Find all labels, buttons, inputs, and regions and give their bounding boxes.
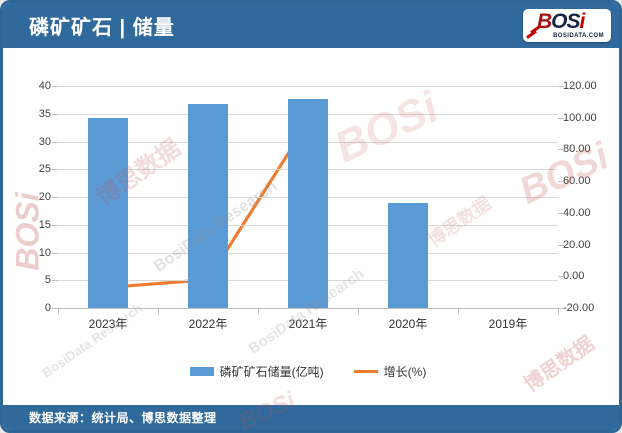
y-axis-tick-left (52, 113, 58, 115)
chart-area: 磷矿矿石储量(亿吨) 增长(%) 0 5 10 15 20 25 30 35 40 -20.00 0… (3, 48, 619, 408)
y-axis-tick-right (558, 117, 564, 119)
y-axis-label-right: 60.00 (563, 175, 591, 188)
y-axis-label-left: 25 (38, 163, 51, 176)
y-axis-label-right: -20.00 (563, 302, 595, 314)
bar-series-swatch (189, 366, 214, 376)
gridline (58, 86, 558, 87)
y-axis-tick-right (558, 308, 564, 309)
header: 磷矿矿石 | 储量 BOSi BOSIDATA.COM (3, 3, 619, 48)
bar-2021年 (288, 99, 328, 308)
y-axis-tick-right (558, 86, 564, 87)
legend-label-growth: 增长(%) (383, 364, 427, 379)
bosi-logo-domain: BOSIDATA.COM (553, 33, 604, 39)
y-axis-tick-right (558, 276, 564, 278)
bar-2023年 (88, 118, 128, 308)
y-axis-tick-right (558, 244, 564, 246)
x-axis-label: 2020年 (388, 317, 428, 331)
x-axis-tick (258, 309, 259, 314)
bar-2022年 (188, 103, 228, 308)
x-axis-label: 2023年 (88, 317, 128, 331)
y-axis-tick-left (52, 141, 58, 143)
legend: 磷矿矿石储量(亿吨) 增长(%) (58, 361, 558, 381)
x-axis-tick (558, 309, 559, 314)
y-axis-tick-left (52, 308, 58, 309)
y-axis-label-left: 15 (38, 218, 51, 231)
y-axis-label-left: 0 (44, 302, 51, 314)
line-series-swatch (353, 369, 378, 373)
x-axis-tick (58, 309, 59, 314)
x-axis-tick (158, 309, 159, 314)
bosi-logo: BOSi BOSIDATA.COM (523, 9, 611, 42)
data-source-note: 数据来源：统计局、博思数据整理 (29, 411, 217, 425)
x-axis-label: 2021年 (288, 317, 328, 331)
y-axis-tick-right (558, 181, 564, 183)
x-axis-line (58, 308, 558, 309)
y-axis-tick-left (52, 86, 58, 87)
bosi-logo-text: BOSi (537, 10, 585, 33)
y-axis-label-left: 20 (38, 191, 51, 203)
y-axis-tick-left (52, 280, 58, 282)
x-axis-label: 2019年 (488, 317, 528, 331)
y-axis-label-right: 0.00 (563, 270, 585, 283)
y-axis-label-left: 10 (38, 246, 51, 259)
bar-2020年 (388, 202, 428, 308)
y-axis-label-right: 40.00 (563, 206, 591, 219)
y-axis-label-left: 30 (38, 135, 51, 148)
y-axis-tick-left (52, 197, 58, 198)
x-axis-label: 2022年 (188, 317, 228, 331)
y-axis-label-right: 80.00 (563, 143, 591, 156)
y-axis-tick-left (52, 252, 58, 254)
y-axis-label-right: 120.00 (563, 80, 597, 92)
y-axis-tick-right (558, 149, 564, 151)
y-axis-tick-left (52, 224, 58, 226)
y-axis-label-right: 100.00 (563, 111, 597, 124)
y-axis-tick-left (52, 169, 58, 171)
y-axis-label-left: 40 (38, 80, 51, 92)
y-axis-label-left: 35 (38, 107, 51, 120)
x-axis-tick (358, 309, 359, 314)
page-title: 磷矿矿石 | 储量 (29, 17, 175, 39)
y-axis-tick-right (558, 212, 564, 214)
footer: 数据来源：统计局、博思数据整理 (3, 405, 619, 430)
legend-label-reserves: 磷矿矿石储量(亿吨) (219, 364, 324, 379)
legend-item-growth: 增长(%) (353, 363, 427, 380)
x-axis-tick (458, 309, 459, 314)
legend-item-reserves: 磷矿矿石储量(亿吨) (189, 363, 324, 380)
y-axis-label-right: 20.00 (563, 238, 591, 251)
y-axis-label-left: 5 (44, 274, 51, 287)
